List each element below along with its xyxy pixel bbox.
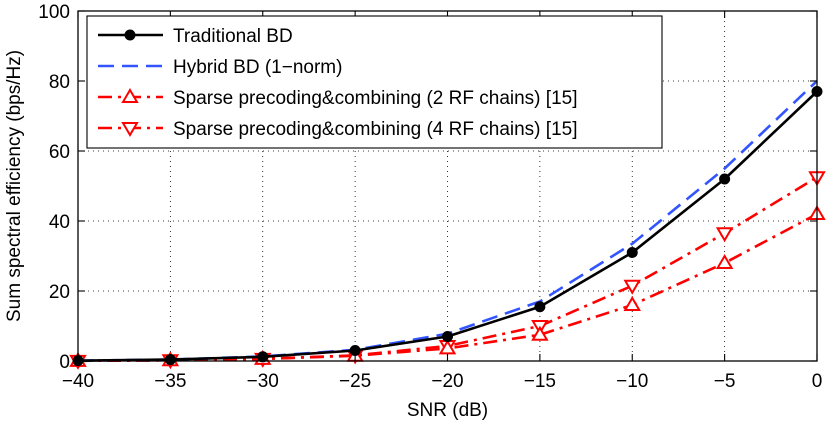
x-tick-label: −15 [524, 371, 556, 392]
y-tick-label: 0 [59, 352, 70, 373]
x-tick-label: −5 [714, 371, 736, 392]
legend-item: Sparse precoding&combining (2 RF chains)… [98, 88, 577, 109]
legend-box [86, 15, 663, 149]
y-tick-label: 100 [38, 2, 70, 23]
y-tick-label: 20 [49, 282, 70, 303]
data-point-marker [531, 325, 549, 341]
data-point-marker [719, 173, 731, 185]
x-tick-label: −25 [339, 371, 371, 392]
y-tick-label: 80 [49, 72, 70, 93]
y-tick-label: 60 [49, 142, 70, 163]
data-point-marker [438, 339, 457, 355]
data-point-marker [715, 254, 734, 269]
legend-label: Sparse precoding&combining (4 RF chains)… [173, 119, 577, 140]
x-tick-label: −40 [62, 371, 94, 392]
legend-label: Sparse precoding&combining (2 RF chains)… [173, 88, 577, 109]
legend-item: Traditional BD [98, 26, 293, 47]
legend-label: Traditional BD [173, 26, 293, 47]
legend-item: Hybrid BD (1−norm) [98, 57, 342, 78]
data-point-marker [534, 301, 546, 313]
y-tick-label: 40 [49, 212, 70, 233]
data-point-marker [715, 227, 734, 243]
series-layer [69, 80, 826, 370]
data-point-marker [442, 331, 453, 342]
y-axis-title: Sum spectral efficiency (bps/Hz) [4, 50, 25, 322]
x-tick-label: −30 [247, 371, 279, 392]
x-tick-label: 0 [812, 371, 823, 392]
legend-marker-sample [121, 88, 139, 103]
series-1 [72, 86, 823, 367]
legend-marker-sample [124, 29, 136, 41]
x-tick-label: −10 [616, 371, 648, 392]
legend-marker-sample [121, 122, 139, 137]
data-point-marker [623, 279, 641, 295]
data-point-marker [626, 247, 638, 258]
tick-labels: −40 −35 −30 −25 −20 −15 −10 −5 0 0 20 40 60 80 100 [38, 2, 822, 392]
x-tick-label: −35 [154, 371, 186, 392]
legend-item: Sparse precoding&combining (4 RF chains)… [98, 119, 577, 140]
grid [78, 11, 817, 361]
legend-label: Hybrid BD (1−norm) [173, 57, 342, 78]
data-point-marker [623, 296, 641, 311]
x-axis-title: SNR (dB) [407, 400, 488, 421]
tick-marks [77, 10, 818, 362]
legend: Traditional BD Hybrid BD (1−norm) Sparse p… [86, 15, 663, 149]
x-tick-label: −20 [431, 371, 463, 392]
